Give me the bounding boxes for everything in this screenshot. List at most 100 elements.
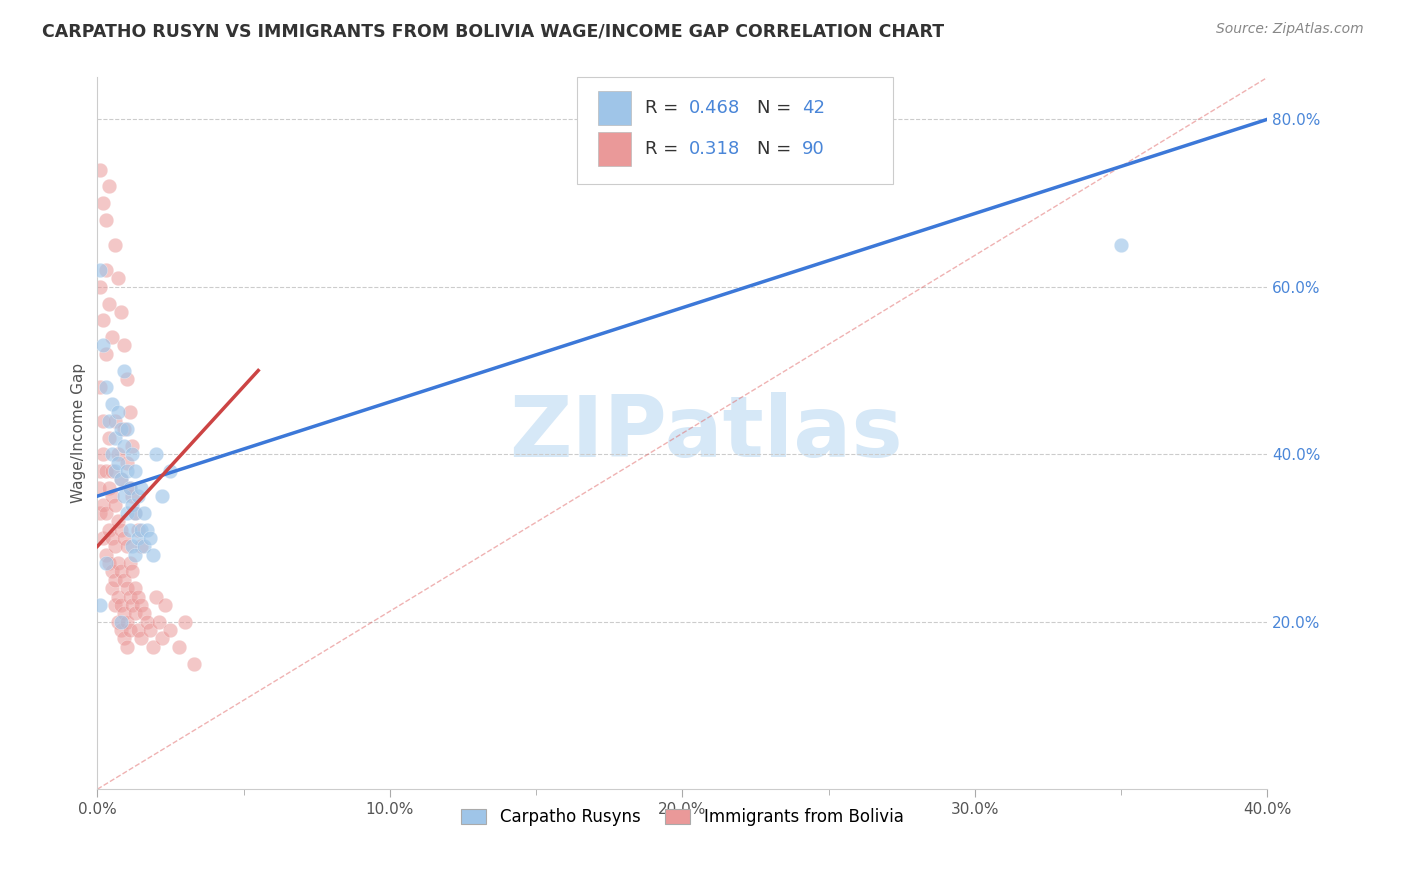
Point [127,531,149,545]
Point [150,632,173,646]
Point [115,540,138,554]
Point [112,573,135,587]
Point [94,556,117,570]
Point [115,456,138,470]
Point [124,548,146,562]
Point [153,598,176,612]
Point [136,615,159,629]
Point [127,489,149,503]
Point [110,305,132,319]
Point [98,179,121,194]
Point [112,531,135,545]
Point [112,607,135,621]
Point [101,531,124,545]
Point [104,464,127,478]
Point [101,581,124,595]
Text: 0.468: 0.468 [689,99,741,117]
Point [94,506,117,520]
Point [94,464,117,478]
Point [118,523,141,537]
Point [121,447,143,461]
Point [110,598,132,612]
Text: ZIPatlas: ZIPatlas [509,392,903,475]
Point [1109,238,1132,252]
Point [121,498,143,512]
Point [112,439,135,453]
Point [174,615,197,629]
Text: Source: ZipAtlas.com: Source: ZipAtlas.com [1216,22,1364,37]
Point [115,640,138,654]
Point [110,565,132,579]
Point [115,615,138,629]
Point [124,464,146,478]
Point [104,498,127,512]
Point [107,615,129,629]
Point [124,506,146,520]
Point [148,615,170,629]
Point [118,481,141,495]
Point [134,540,156,554]
Point [91,414,114,428]
Point [89,380,111,394]
Point [129,481,152,495]
Point [87,481,110,495]
Y-axis label: Wage/Income Gap: Wage/Income Gap [72,363,86,503]
Point [98,414,121,428]
Point [98,556,121,570]
Point [115,581,138,595]
Point [112,363,135,377]
Point [118,590,141,604]
Point [115,464,138,478]
Point [124,581,146,595]
Point [107,271,129,285]
Point [134,506,156,520]
Point [110,472,132,486]
Point [129,540,152,554]
Point [139,623,162,637]
Point [89,598,111,612]
Point [112,632,135,646]
Point [129,598,152,612]
Text: R =: R = [645,140,683,158]
Point [89,506,111,520]
Point [101,489,124,503]
Point [115,506,138,520]
Text: 0.318: 0.318 [689,140,741,158]
Point [94,263,117,277]
Point [94,347,117,361]
Point [115,422,138,436]
Point [104,414,127,428]
Point [121,565,143,579]
Point [159,464,181,478]
Point [127,623,149,637]
Point [134,607,156,621]
Point [118,481,141,495]
Point [124,506,146,520]
Point [98,430,121,444]
Point [89,280,111,294]
Point [112,338,135,352]
Point [94,380,117,394]
Point [91,531,114,545]
Point [110,472,132,486]
Text: 90: 90 [801,140,824,158]
Text: N =: N = [758,140,797,158]
Point [145,590,167,604]
Text: N =: N = [758,99,797,117]
Point [118,556,141,570]
Point [121,540,143,554]
Point [107,514,129,528]
Point [89,162,111,177]
Point [112,489,135,503]
Point [89,464,111,478]
Point [101,447,124,461]
Point [104,238,127,252]
Point [110,615,132,629]
Point [101,330,124,344]
Point [104,430,127,444]
Point [94,548,117,562]
Point [127,590,149,604]
Point [183,657,205,671]
Point [127,523,149,537]
Point [91,313,114,327]
